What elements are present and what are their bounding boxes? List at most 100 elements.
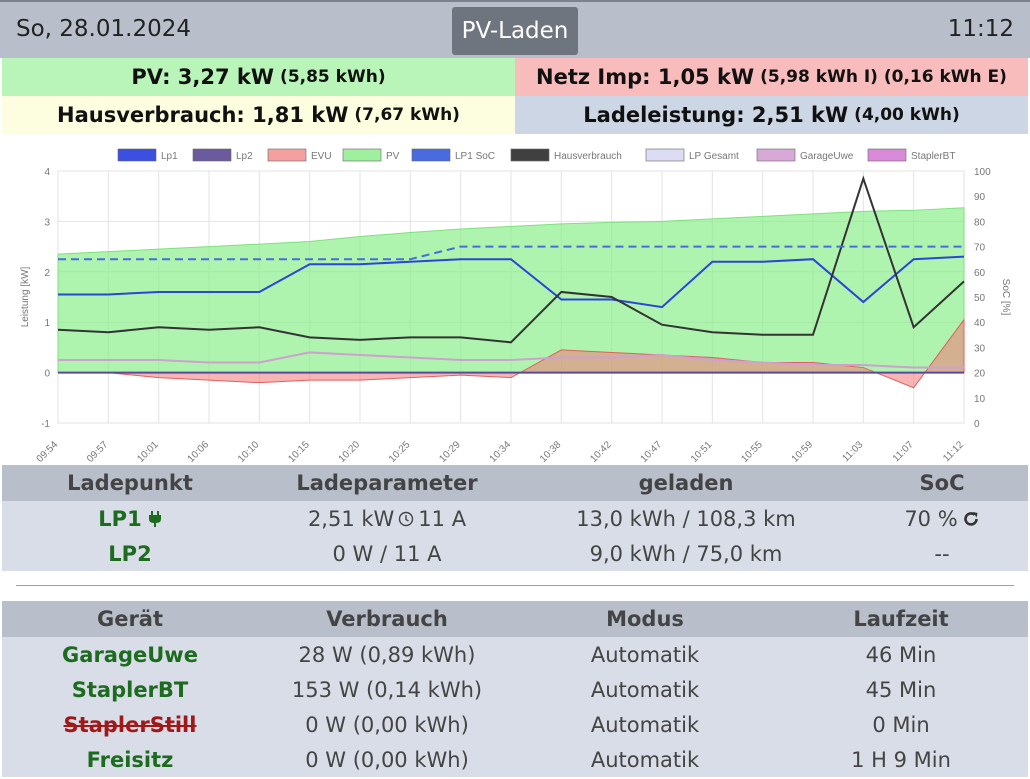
table-row[interactable]: LP1 2,51 kW 11 A 13,0 kWh / 108,3 km 70 %: [2, 501, 1028, 536]
y-tick-label: 0: [44, 369, 50, 380]
series-line-garageuwe: [58, 351, 964, 369]
x-tick-label: 10:29: [437, 439, 463, 462]
col-header-verbrauch: Verbrauch: [326, 607, 448, 631]
legend-label: LP1 SoC: [455, 151, 495, 162]
y2-tick-label: 70: [974, 243, 986, 254]
col-header-geladen: geladen: [638, 471, 734, 495]
house-energy: (7,67 kWh): [354, 105, 460, 125]
charge-summary: Ladeleistung: 2,51 kW (4,00 kWh): [515, 96, 1028, 134]
x-tick-label: 10:06: [186, 439, 212, 462]
mode-button[interactable]: PV-Laden: [452, 7, 578, 55]
col-header-modus: Modus: [606, 607, 684, 631]
lp2-parameter: 0 W / 11 A: [332, 541, 442, 566]
device-runtime: 1 H 9 Min: [851, 747, 951, 772]
lp1-power: 2,51 kW: [307, 506, 395, 531]
device-runtime: 0 Min: [872, 712, 930, 737]
col-header-ladepunkt: Ladepunkt: [67, 471, 193, 495]
lp1-charged: 13,0 kWh / 108,3 km: [576, 506, 796, 531]
y2-tick-label: 0: [974, 419, 980, 430]
time-display: 11:12: [947, 16, 1014, 42]
legend-label: Lp1: [161, 151, 178, 162]
device-mode[interactable]: Automatik: [590, 642, 700, 667]
lp1-label: LP1: [98, 506, 142, 531]
legend-label: EVU: [311, 151, 332, 162]
device-table-header: Gerät Verbrauch Modus Laufzeit: [2, 601, 1028, 637]
y2-tick-label: 30: [974, 343, 986, 354]
table-row[interactable]: GarageUwe 28 W (0,89 kWh) Automatik 46 M…: [2, 637, 1028, 672]
x-tick-label: 10:25: [387, 439, 413, 462]
x-tick-label: 11:03: [840, 439, 865, 462]
y-tick-label: 4: [44, 167, 50, 178]
legend-swatch: [192, 148, 232, 162]
table-row[interactable]: StaplerBT 153 W (0,14 kWh) Automatik 45 …: [2, 672, 1028, 707]
col-header-soc: SoC: [919, 471, 965, 495]
device-name[interactable]: StaplerBT: [71, 677, 189, 702]
series-line-lp1-soc: [58, 245, 964, 261]
table-row[interactable]: StaplerStill 0 W (0,00 kWh) Automatik 0 …: [2, 707, 1028, 742]
lp1-soc-value: 70 %: [904, 506, 958, 531]
lp1-current: 11 A: [418, 506, 467, 531]
device-name[interactable]: Freisitz: [86, 747, 174, 772]
y2-tick-label: 40: [974, 318, 986, 329]
refresh-icon[interactable]: [962, 510, 980, 528]
pv-energy: (5,85 kWh): [280, 67, 386, 87]
x-tick-label: 10:34: [488, 439, 514, 462]
divider: [16, 585, 1014, 586]
device-mode[interactable]: Automatik: [590, 747, 700, 772]
legend-swatch: [867, 148, 907, 162]
x-tick-label: 10:59: [790, 439, 816, 462]
x-tick-label: 10:15: [286, 439, 312, 462]
x-tick-label: 10:01: [135, 439, 161, 462]
y2-tick-label: 90: [974, 192, 986, 203]
x-tick-label: 11:07: [891, 439, 916, 462]
charge-value: Ladeleistung: 2,51 kW: [583, 103, 849, 127]
legend-swatch: [117, 148, 157, 162]
device-consumption: 28 W (0,89 kWh): [298, 642, 476, 667]
top-bar: So, 28.01.2024 PV-Laden 11:12: [0, 0, 1030, 58]
legend-label: LP Gesamt: [689, 151, 739, 162]
device-table: Gerät Verbrauch Modus Laufzeit GarageUwe…: [2, 601, 1028, 777]
house-summary: Hausverbrauch: 1,81 kW (7,67 kWh): [2, 96, 515, 134]
y2-tick-label: 80: [974, 217, 986, 228]
x-tick-label: 10:51: [689, 439, 715, 462]
y2-tick-label: 100: [974, 167, 991, 178]
legend-swatch: [510, 148, 550, 162]
lp2-soc: --: [934, 541, 950, 566]
legend-swatch: [342, 148, 382, 162]
device-consumption: 0 W (0,00 kWh): [305, 712, 469, 737]
table-row[interactable]: LP2 0 W / 11 A 9,0 kWh / 75,0 km --: [2, 536, 1028, 571]
lp1-soc: 70 %: [856, 507, 1028, 531]
legend-label: StaplerBT: [911, 151, 955, 162]
date-display: So, 28.01.2024: [16, 16, 191, 42]
lp2-name[interactable]: LP2: [108, 541, 152, 566]
power-chart[interactable]: 4 3 2 1 0 -1 100 90 80 70 60 50 40 30 20 10 0 Leistung [k…: [0, 140, 1030, 465]
y2-tick-label: 20: [974, 369, 986, 380]
series-area-evu: [58, 318, 965, 389]
device-mode[interactable]: Automatik: [590, 712, 700, 737]
legend-label: Lp2: [236, 151, 253, 162]
legend-swatch: [645, 148, 685, 162]
x-tick-label: 10:38: [538, 439, 564, 462]
col-header-laufzeit: Laufzeit: [853, 607, 949, 631]
legend-label: Hausverbrauch: [554, 151, 622, 162]
device-name[interactable]: StaplerStill: [63, 712, 197, 737]
x-tick-label: 11:12: [941, 439, 966, 462]
y-tick-label: 3: [44, 217, 50, 228]
grid-energy: (5,98 kWh I) (0,16 kWh E): [760, 67, 1007, 87]
x-tick-label: 10:42: [588, 439, 614, 462]
x-tick-label: 10:10: [236, 439, 262, 462]
lp1-name[interactable]: LP1: [2, 507, 258, 531]
x-tick-label: 10:20: [337, 439, 363, 462]
col-header-geraet: Gerät: [96, 607, 164, 631]
y-tick-label: 1: [44, 318, 50, 329]
table-row[interactable]: Freisitz 0 W (0,00 kWh) Automatik 1 H 9 …: [2, 742, 1028, 777]
y-tick-label: -1: [41, 419, 50, 430]
grid-summary: Netz Imp: 1,05 kW (5,98 kWh I) (0,16 kWh…: [515, 58, 1028, 96]
y2-tick-label: 50: [974, 293, 986, 304]
device-name[interactable]: GarageUwe: [62, 642, 198, 667]
x-tick-label: 09:54: [35, 439, 61, 462]
chargepoint-table: Ladepunkt Ladeparameter geladen SoC LP1 …: [2, 465, 1028, 571]
series-line-lp1: [58, 255, 965, 309]
device-mode[interactable]: Automatik: [590, 677, 700, 702]
legend-label: GarageUwe: [800, 151, 854, 162]
